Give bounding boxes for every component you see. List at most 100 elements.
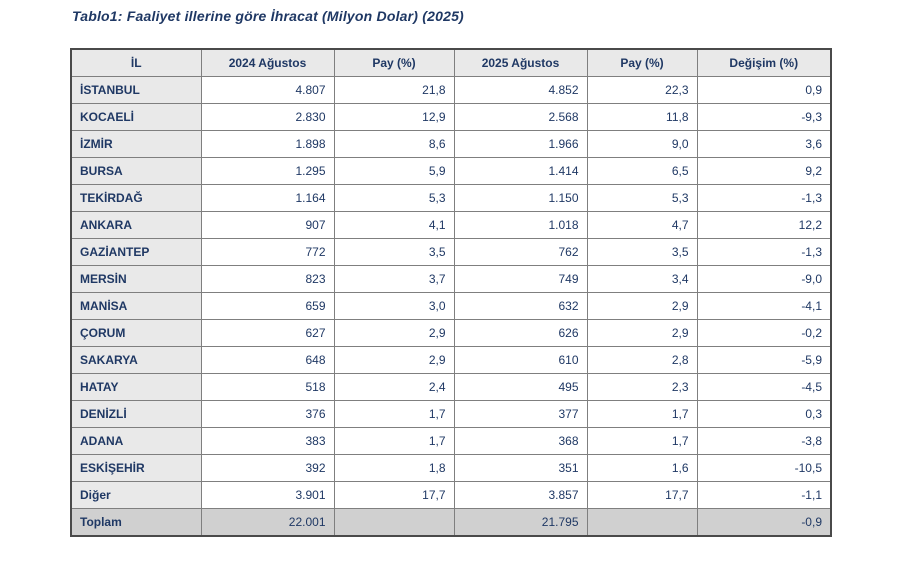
value-cell: 1,7 (333, 400, 455, 428)
column-header: Değişim (%) (696, 48, 832, 77)
value-cell: 2,4 (333, 373, 455, 401)
value-cell: 823 (200, 265, 335, 293)
value-cell: 1,8 (333, 454, 455, 482)
value-cell: -1,3 (696, 184, 832, 212)
table-row: HATAY 518 2,4 495 2,3 -4,5 (70, 373, 832, 401)
province-cell: ESKİŞEHİR (70, 454, 202, 482)
province-cell: GAZİANTEP (70, 238, 202, 266)
value-cell: 3,4 (586, 265, 698, 293)
value-cell: 3,5 (333, 238, 455, 266)
province-cell: İSTANBUL (70, 76, 202, 104)
column-header: 2025 Ağustos (453, 48, 588, 77)
value-cell: 4.852 (453, 76, 588, 104)
value-cell: 11,8 (586, 103, 698, 131)
table-row: TEKİRDAĞ 1.164 5,3 1.150 5,3 -1,3 (70, 184, 832, 212)
value-cell: -9,3 (696, 103, 832, 131)
province-cell: BURSA (70, 157, 202, 185)
table-row: SAKARYA 648 2,9 610 2,8 -5,9 (70, 346, 832, 374)
export-by-province-table: İL 2024 Ağustos Pay (%) 2025 Ağustos Pay (%)… (70, 48, 832, 537)
value-cell: 21,8 (333, 76, 455, 104)
value-cell: 3,5 (586, 238, 698, 266)
value-cell: 12,2 (696, 211, 832, 239)
table-title: Tablo1: Faaliyet illerine göre İhracat (… (72, 8, 464, 24)
value-cell: 1.414 (453, 157, 588, 185)
value-cell: 1,7 (586, 427, 698, 455)
value-cell: -9,0 (696, 265, 832, 293)
value-cell: 648 (200, 346, 335, 374)
province-cell: TEKİRDAĞ (70, 184, 202, 212)
value-cell: 518 (200, 373, 335, 401)
table-row: KOCAELİ 2.830 12,9 2.568 11,8 -9,3 (70, 103, 832, 131)
value-cell: 1.150 (453, 184, 588, 212)
table-row: DENİZLİ 376 1,7 377 1,7 0,3 (70, 400, 832, 428)
value-cell: 2,9 (586, 319, 698, 347)
value-cell: 0,3 (696, 400, 832, 428)
value-cell: 0,9 (696, 76, 832, 104)
value-cell: 377 (453, 400, 588, 428)
column-header: Pay (%) (586, 48, 698, 77)
table-header-row: İL 2024 Ağustos Pay (%) 2025 Ağustos Pay (%)… (70, 48, 832, 77)
value-cell: -3,8 (696, 427, 832, 455)
value-cell: -10,5 (696, 454, 832, 482)
province-cell: Diğer (70, 481, 202, 509)
table-row: ÇORUM 627 2,9 626 2,9 -0,2 (70, 319, 832, 347)
table-row: ESKİŞEHİR 392 1,8 351 1,6 -10,5 (70, 454, 832, 482)
value-cell: 383 (200, 427, 335, 455)
value-cell: 3,7 (333, 265, 455, 293)
value-cell: 626 (453, 319, 588, 347)
province-cell: ADANA (70, 427, 202, 455)
value-cell: 22.001 (200, 508, 335, 537)
value-cell: 627 (200, 319, 335, 347)
province-cell: İZMİR (70, 130, 202, 158)
value-cell: 9,0 (586, 130, 698, 158)
value-cell: 376 (200, 400, 335, 428)
table-row: ANKARA 907 4,1 1.018 4,7 12,2 (70, 211, 832, 239)
table-row: İSTANBUL 4.807 21,8 4.852 22,3 0,9 (70, 76, 832, 104)
value-cell: 8,6 (333, 130, 455, 158)
value-cell (586, 508, 698, 537)
value-cell: 3.901 (200, 481, 335, 509)
value-cell: -4,1 (696, 292, 832, 320)
value-cell: 762 (453, 238, 588, 266)
value-cell: 2.568 (453, 103, 588, 131)
value-cell: 3,6 (696, 130, 832, 158)
province-cell: MANİSA (70, 292, 202, 320)
value-cell: 495 (453, 373, 588, 401)
value-cell: 4.807 (200, 76, 335, 104)
value-cell: 2,8 (586, 346, 698, 374)
column-header: İL (70, 48, 202, 77)
value-cell: 907 (200, 211, 335, 239)
value-cell: 3,0 (333, 292, 455, 320)
table-row: BURSA 1.295 5,9 1.414 6,5 9,2 (70, 157, 832, 185)
value-cell: 4,7 (586, 211, 698, 239)
province-cell: MERSİN (70, 265, 202, 293)
table-row: MERSİN 823 3,7 749 3,4 -9,0 (70, 265, 832, 293)
value-cell: 4,1 (333, 211, 455, 239)
value-cell: -1,1 (696, 481, 832, 509)
value-cell: 392 (200, 454, 335, 482)
table-row: ADANA 383 1,7 368 1,7 -3,8 (70, 427, 832, 455)
value-cell: 21.795 (453, 508, 588, 537)
value-cell: 17,7 (586, 481, 698, 509)
value-cell: 1,7 (333, 427, 455, 455)
value-cell: 772 (200, 238, 335, 266)
value-cell: 1.295 (200, 157, 335, 185)
value-cell: 5,3 (586, 184, 698, 212)
column-header: 2024 Ağustos (200, 48, 335, 77)
value-cell: 5,9 (333, 157, 455, 185)
value-cell: 2,9 (333, 319, 455, 347)
province-cell: ANKARA (70, 211, 202, 239)
value-cell: 17,7 (333, 481, 455, 509)
value-cell: -0,9 (696, 508, 832, 537)
value-cell: -5,9 (696, 346, 832, 374)
value-cell: 1.164 (200, 184, 335, 212)
value-cell: 659 (200, 292, 335, 320)
value-cell: 22,3 (586, 76, 698, 104)
value-cell: 3.857 (453, 481, 588, 509)
value-cell: 1.018 (453, 211, 588, 239)
province-cell: Toplam (70, 508, 202, 537)
province-cell: DENİZLİ (70, 400, 202, 428)
value-cell: 2,9 (333, 346, 455, 374)
value-cell: 1,7 (586, 400, 698, 428)
